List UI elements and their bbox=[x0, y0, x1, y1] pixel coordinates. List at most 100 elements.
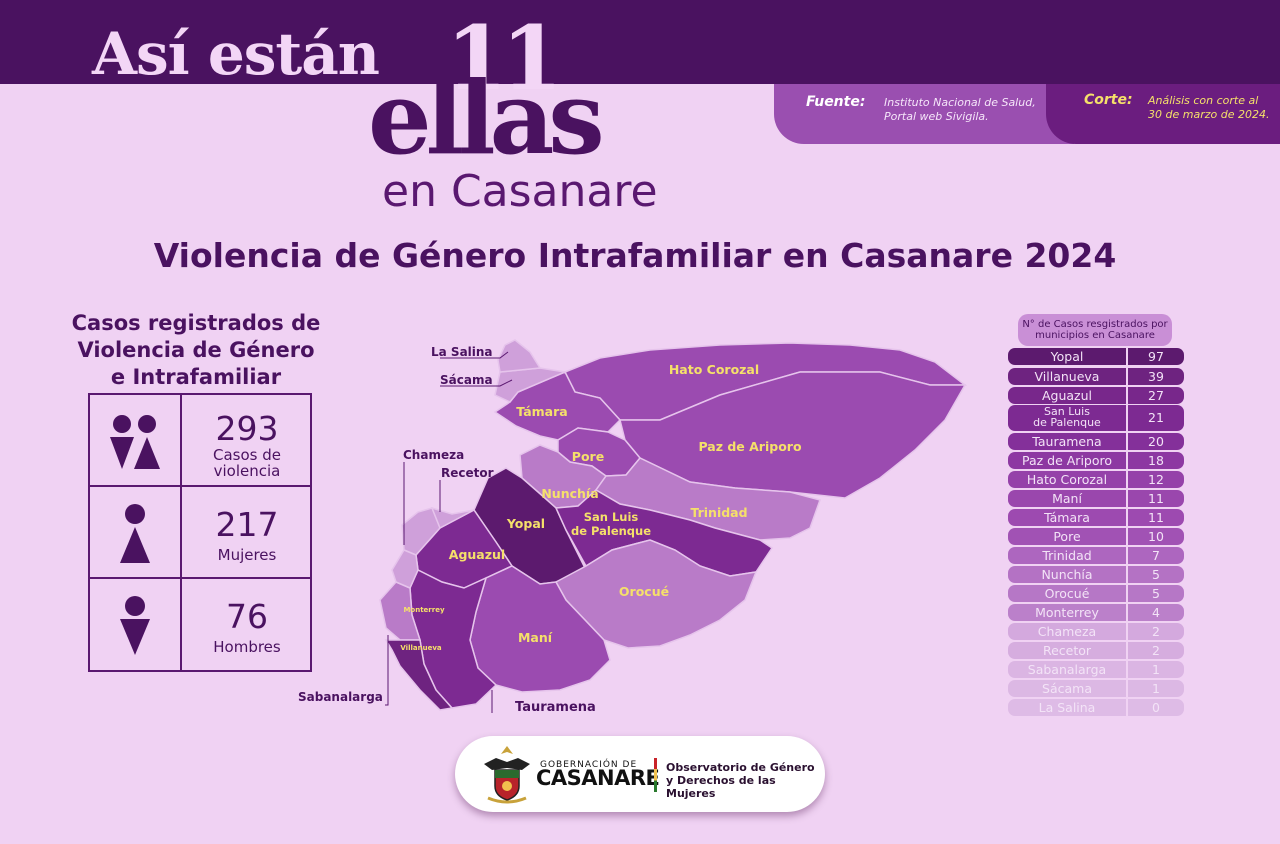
map-label-chameza: Chameza bbox=[403, 448, 464, 462]
ranking-row-name: Recetor bbox=[1042, 643, 1092, 658]
ranking-row-name: Chameza bbox=[1037, 624, 1097, 639]
footer-gov-name: CASANARE bbox=[536, 766, 660, 790]
ranking-row: Tauramena 20 bbox=[1008, 433, 1184, 450]
ranking-row-value: 0 bbox=[1126, 699, 1184, 716]
stat-men-value: 76 bbox=[226, 597, 268, 636]
ranking-row: Maní 11 bbox=[1008, 490, 1184, 507]
ranking-row: Támara 11 bbox=[1008, 509, 1184, 526]
map-label-hato-corozal: Hato Corozal bbox=[669, 362, 759, 377]
ranking-row: Trinidad 7 bbox=[1008, 547, 1184, 564]
ranking-row-name: Paz de Ariporo bbox=[1021, 453, 1113, 468]
ranking-row-value: 97 bbox=[1126, 348, 1184, 365]
cutoff-text: Análisis con corte al 30 de marzo de 202… bbox=[1148, 94, 1270, 121]
ranking-row-name: Tauramena bbox=[1032, 434, 1102, 449]
ranking-row-value: 1 bbox=[1126, 680, 1184, 697]
stat-women-value: 217 bbox=[215, 505, 279, 544]
brand-line-1: Así están bbox=[92, 20, 380, 88]
brand-number: 11 bbox=[446, 6, 562, 110]
ranking-row-value: 4 bbox=[1126, 604, 1184, 621]
map-label-aguazul: Aguazul bbox=[449, 547, 505, 562]
footer-gov-top: GOBERNACIÓN DE bbox=[540, 760, 638, 770]
stat-total-value: 293 bbox=[215, 409, 279, 448]
ranking-row: Yopal 97 bbox=[1008, 348, 1184, 365]
ranking-row-name: Sabanalarga bbox=[1027, 662, 1107, 677]
ranking-row-name: Trinidad bbox=[1042, 548, 1092, 563]
ranking-row-value: 11 bbox=[1126, 509, 1184, 526]
ranking-row: La Salina 0 bbox=[1008, 699, 1184, 716]
stat-men-label: Hombres bbox=[213, 638, 281, 656]
ranking-row: Aguazul 27 bbox=[1008, 387, 1184, 404]
stats-title: Casos registrados de Violencia de Género… bbox=[71, 311, 321, 389]
map-label-sacama: Sácama bbox=[440, 373, 493, 387]
map-label-tauramena: Tauramena bbox=[515, 700, 596, 715]
women-men-icon bbox=[90, 395, 182, 485]
stat-row-total: 293 Casos de violencia bbox=[90, 395, 310, 487]
man-icon bbox=[90, 579, 182, 670]
ranking-row-name: Yopal bbox=[1050, 349, 1084, 364]
stat-women-label: Mujeres bbox=[217, 546, 277, 564]
ranking-row: Nunchía 5 bbox=[1008, 566, 1184, 583]
ranking-row-value: 21 bbox=[1126, 405, 1184, 431]
source-label: Fuente: bbox=[806, 94, 866, 110]
page-title: Violencia de Género Intrafamiliar en Cas… bbox=[153, 236, 1117, 275]
ranking-row-name: Nunchía bbox=[1041, 567, 1093, 582]
ranking-row-value: 5 bbox=[1126, 585, 1184, 602]
ranking-row-name: Monterrey bbox=[1035, 605, 1099, 620]
ranking-row: Recetor 2 bbox=[1008, 642, 1184, 659]
ranking-row: Sabanalarga 1 bbox=[1008, 661, 1184, 678]
leader-la-salina bbox=[440, 351, 509, 359]
casanare-map: La Salina Sácama Chameza Recetor Sabanal… bbox=[298, 339, 968, 715]
ranking-row-value: 18 bbox=[1126, 452, 1184, 469]
ranking-row-value: 2 bbox=[1126, 623, 1184, 640]
map-label-recetor: Recetor bbox=[441, 466, 494, 480]
ranking-header: N° de Casos resgistrados por municipios … bbox=[1018, 314, 1172, 346]
woman-icon bbox=[90, 487, 182, 577]
cutoff-label: Corte: bbox=[1084, 92, 1133, 108]
map-region-la-salina bbox=[497, 339, 542, 373]
ranking-row-value: 39 bbox=[1126, 368, 1184, 385]
ranking-row-name: Hato Corozal bbox=[1026, 472, 1108, 487]
ranking-row-name: La Salina bbox=[1038, 700, 1096, 715]
stat-row-women: 217 Mujeres bbox=[90, 487, 310, 579]
stats-table: 293 Casos de violencia 217 Mujeres 76 Ho… bbox=[88, 393, 312, 672]
ranking-row: Chameza 2 bbox=[1008, 623, 1184, 640]
ranking-row: Monterrey 4 bbox=[1008, 604, 1184, 621]
leader-sabanalarga bbox=[385, 635, 389, 706]
map-label-pore: Pore bbox=[572, 449, 604, 464]
ranking-row-value: 7 bbox=[1126, 547, 1184, 564]
ranking-row-name: Orocué bbox=[1044, 586, 1090, 601]
source-panel bbox=[774, 84, 1074, 144]
ranking-row-name: Aguazul bbox=[1041, 388, 1093, 403]
map-label-tamara: Támara bbox=[516, 404, 567, 419]
header-band bbox=[0, 0, 1280, 84]
brand-line-3: en Casanare bbox=[382, 166, 658, 217]
map-label-nunchia: Nunchía bbox=[541, 486, 598, 501]
map-label-la-salina: La Salina bbox=[431, 345, 493, 359]
ranking-row-name: San Luis de Palenque bbox=[1008, 405, 1126, 431]
ranking-row-name-line-1: San Luis bbox=[1044, 405, 1090, 418]
ranking-row-name: Támara bbox=[1044, 510, 1090, 525]
ranking-row-value: 2 bbox=[1126, 642, 1184, 659]
source-text: Instituto Nacional de Salud, Portal web … bbox=[884, 96, 1036, 123]
ranking-row-name: Villanueva bbox=[1034, 369, 1100, 384]
footer-observatory: Observatorio de Género y Derechos de las… bbox=[666, 761, 815, 800]
ranking-row-value: 10 bbox=[1126, 528, 1184, 545]
map-label-paz-de-ariporo: Paz de Ariporo bbox=[698, 439, 801, 454]
footer-divider bbox=[654, 758, 657, 792]
map-label-mani: Maní bbox=[518, 630, 553, 645]
map-label-trinidad: Trinidad bbox=[690, 505, 747, 520]
ranking-row-value: 27 bbox=[1126, 387, 1184, 404]
ranking-row-value: 12 bbox=[1126, 471, 1184, 488]
ranking-row-value: 1 bbox=[1126, 661, 1184, 678]
map-label-villanueva: Villanueva bbox=[400, 644, 441, 652]
ranking-row: Paz de Ariporo 18 bbox=[1008, 452, 1184, 469]
map-label-san-luis-1: San Luis bbox=[584, 510, 639, 524]
ranking-row-value: 5 bbox=[1126, 566, 1184, 583]
ranking-row-value: 20 bbox=[1126, 433, 1184, 450]
map-label-monterrey: Monterrey bbox=[403, 606, 445, 614]
ranking-row: Villanueva 39 bbox=[1008, 368, 1184, 385]
map-label-sabanalarga: Sabanalarga bbox=[298, 690, 383, 704]
ranking-row: Sácama 1 bbox=[1008, 680, 1184, 697]
map-label-san-luis-2: de Palenque bbox=[571, 524, 651, 538]
ranking-row: Hato Corozal 12 bbox=[1008, 471, 1184, 488]
